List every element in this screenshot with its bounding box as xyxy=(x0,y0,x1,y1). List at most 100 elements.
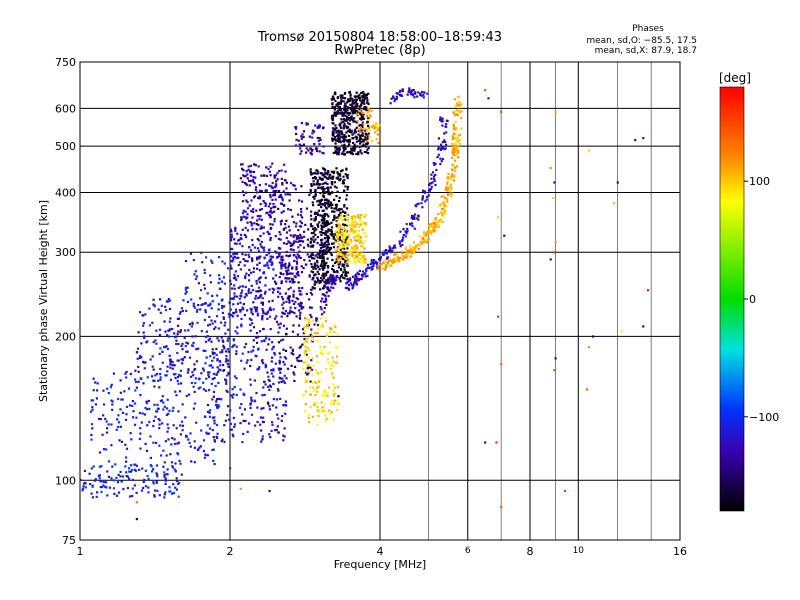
data-point xyxy=(283,381,286,384)
data-point xyxy=(326,173,329,176)
data-point xyxy=(367,92,370,95)
data-point xyxy=(289,346,292,349)
data-point xyxy=(301,361,305,364)
data-point xyxy=(345,131,348,134)
data-point xyxy=(208,315,211,319)
data-point xyxy=(107,423,110,426)
data-point xyxy=(256,258,259,261)
data-point xyxy=(333,207,336,210)
data-point xyxy=(285,236,288,240)
data-point xyxy=(242,258,245,261)
data-point xyxy=(168,299,172,302)
data-point xyxy=(300,222,303,225)
data-point xyxy=(139,354,142,358)
data-point xyxy=(265,174,268,177)
data-point xyxy=(276,388,280,391)
data-point xyxy=(335,274,338,277)
data-point xyxy=(333,181,336,184)
data-point xyxy=(215,353,218,356)
data-point xyxy=(355,250,358,254)
data-point xyxy=(442,212,445,215)
data-point xyxy=(340,121,343,124)
data-point xyxy=(409,222,412,225)
data-point xyxy=(110,477,113,480)
data-point xyxy=(346,176,349,180)
data-point xyxy=(254,176,257,179)
data-point xyxy=(258,296,261,299)
data-point xyxy=(285,254,288,257)
data-point xyxy=(389,251,393,254)
data-point xyxy=(239,309,242,312)
data-point xyxy=(285,250,288,253)
data-point xyxy=(273,220,276,223)
data-point xyxy=(353,225,356,228)
data-point xyxy=(272,308,275,311)
data-point xyxy=(434,183,437,187)
data-point xyxy=(410,251,413,254)
data-point xyxy=(265,189,268,192)
data-point xyxy=(324,201,327,204)
data-point xyxy=(155,480,158,483)
data-point xyxy=(393,245,396,248)
data-point xyxy=(241,306,244,309)
data-point xyxy=(460,103,463,106)
data-point xyxy=(196,321,199,324)
data-point xyxy=(391,247,394,250)
data-point xyxy=(284,193,287,196)
data-point xyxy=(171,361,174,364)
data-point xyxy=(263,201,266,204)
data-point xyxy=(335,276,338,279)
data-point xyxy=(444,188,447,191)
data-point xyxy=(115,428,118,431)
data-point xyxy=(363,232,366,235)
data-point xyxy=(207,432,210,435)
data-point xyxy=(190,325,193,328)
data-point xyxy=(125,370,128,374)
data-point xyxy=(241,441,244,444)
data-point xyxy=(96,389,99,392)
data-point xyxy=(430,222,433,225)
data-point xyxy=(325,334,328,337)
data-point xyxy=(309,240,312,243)
data-point xyxy=(347,253,350,256)
data-point xyxy=(246,359,249,362)
data-point xyxy=(410,91,413,94)
data-point xyxy=(306,238,309,241)
data-point xyxy=(241,289,244,292)
data-point xyxy=(331,372,334,375)
data-point xyxy=(383,251,386,254)
data-point xyxy=(330,229,333,232)
data-point xyxy=(332,246,336,249)
data-point xyxy=(114,463,117,466)
data-point xyxy=(164,345,167,348)
data-point xyxy=(194,270,197,273)
data-point xyxy=(451,168,454,172)
data-point xyxy=(331,181,334,184)
data-point xyxy=(299,345,302,348)
data-point xyxy=(553,181,556,184)
data-point xyxy=(241,180,244,183)
data-point xyxy=(224,332,227,335)
data-point xyxy=(437,137,440,140)
data-point xyxy=(217,308,220,311)
data-point xyxy=(312,180,315,183)
data-point xyxy=(363,224,367,227)
data-point xyxy=(359,150,362,153)
data-point xyxy=(315,401,318,404)
data-point xyxy=(325,279,328,282)
data-point xyxy=(279,292,282,295)
data-point xyxy=(166,468,169,471)
data-point xyxy=(234,270,237,273)
data-point xyxy=(235,352,238,356)
data-point xyxy=(398,242,401,245)
data-point xyxy=(288,193,292,196)
data-point xyxy=(295,138,298,141)
data-point xyxy=(237,286,240,289)
data-point xyxy=(254,297,257,300)
data-point xyxy=(319,325,323,328)
data-point xyxy=(361,261,364,264)
data-point xyxy=(344,173,347,176)
data-point xyxy=(282,380,285,383)
data-point xyxy=(164,491,167,494)
data-point xyxy=(413,96,416,99)
